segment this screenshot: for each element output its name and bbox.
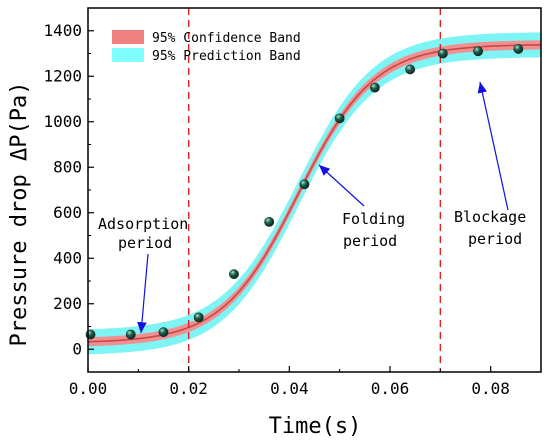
annotation-arrow-0 xyxy=(137,253,149,334)
annotation-arrow-2 xyxy=(477,81,509,211)
y-axis-title: Pressure drop ΔP(Pa) xyxy=(7,82,32,347)
data-point xyxy=(405,64,416,75)
annotation-folding-line2: period xyxy=(343,232,397,250)
annotation-adsorption-line1: Adsorption xyxy=(98,215,188,233)
x-tick-label: 0.00 xyxy=(69,379,108,398)
data-point xyxy=(264,216,275,227)
data-point xyxy=(229,269,239,280)
legend-label-prediction: 95% Prediction Band xyxy=(152,49,301,64)
points-layer xyxy=(85,44,524,340)
annotation-folding-line1: Folding xyxy=(342,210,405,228)
prediction-band xyxy=(88,32,541,355)
x-tick-label: 0.02 xyxy=(169,379,208,398)
data-point xyxy=(369,82,380,93)
annotation-adsorption-line2: period xyxy=(118,234,172,252)
data-point xyxy=(299,179,310,190)
data-point xyxy=(473,46,483,57)
y-tick-label: 0 xyxy=(72,339,82,358)
y-tick-label: 800 xyxy=(53,157,82,176)
x-tick-label: 0.08 xyxy=(471,379,510,398)
x-axis-title: Time(s) xyxy=(269,414,362,439)
confidence-band xyxy=(88,40,541,347)
annotation-blockage-line1: Blockage xyxy=(454,208,526,226)
data-point xyxy=(193,312,204,323)
y-tick-label: 200 xyxy=(53,294,82,313)
y-tick-label: 1000 xyxy=(43,112,82,131)
x-tick-label: 0.04 xyxy=(270,379,309,398)
data-point xyxy=(334,113,345,124)
y-tick-label: 400 xyxy=(53,248,82,267)
x-tick-label: 0.06 xyxy=(371,379,410,398)
annotation-blockage-line2: period xyxy=(468,230,522,248)
bands-layer xyxy=(87,32,541,355)
data-point xyxy=(158,327,169,338)
data-point xyxy=(513,44,524,54)
legend-swatch-confidence xyxy=(112,30,144,44)
legend-swatch-prediction xyxy=(112,48,144,62)
annotation-arrow-1 xyxy=(318,164,365,207)
y-tick-label: 600 xyxy=(53,203,82,222)
arrows-layer xyxy=(137,81,509,334)
legend-label-confidence: 95% Confidence Band xyxy=(152,31,301,46)
vlines-layer xyxy=(187,8,442,372)
data-point xyxy=(437,48,448,59)
legend: 95% Confidence Band 95% Prediction Band xyxy=(112,30,301,64)
data-point xyxy=(125,329,136,340)
axes-layer: 0.00 0.02 0.04 0.06 0.08 0 200 400 600 800 1000 120… xyxy=(43,21,509,398)
y-tick-label: 1400 xyxy=(43,21,82,40)
fit-line xyxy=(87,44,541,343)
y-tick-label: 1200 xyxy=(43,66,82,85)
